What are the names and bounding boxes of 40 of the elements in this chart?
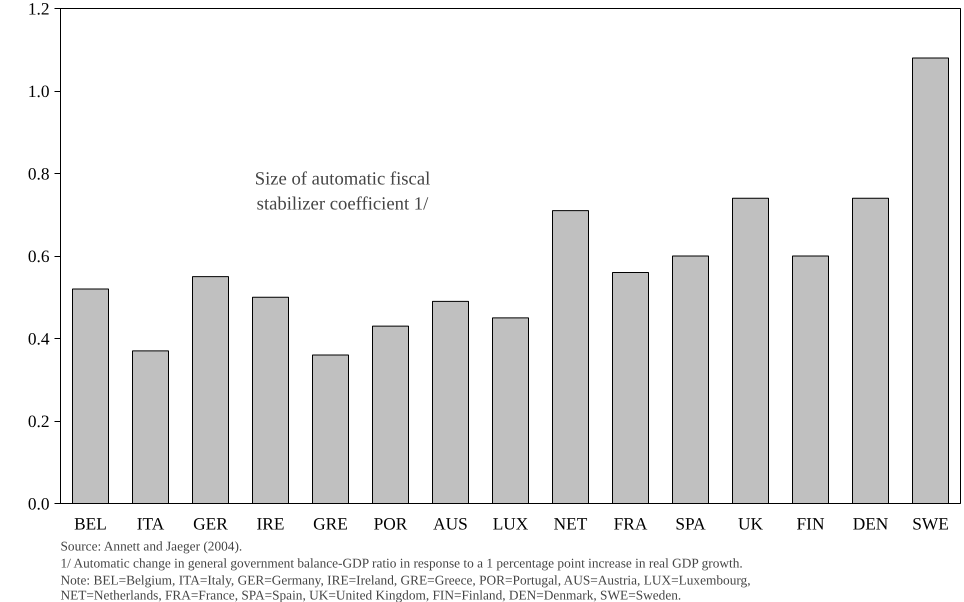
y-tick-label: 0.6 — [28, 247, 50, 266]
text: Size of automatic fiscal stabilizer coefficient 1/ — [254, 168, 430, 215]
x-tick-label: BEL — [74, 514, 107, 534]
x-tick-label: SPA — [675, 514, 706, 534]
bar — [432, 300, 469, 504]
x-tick-label: POR — [374, 514, 408, 534]
x-tick-label: NET — [554, 514, 588, 534]
text: 1/ Automatic change in general government balance-GDP ratio in response to a 1 percentage point increase in real GDP growth. — [60, 556, 743, 570]
bar — [132, 350, 169, 504]
bar — [732, 198, 769, 504]
y-tick-label: 0.2 — [28, 412, 50, 431]
x-tick-label: GRE — [313, 514, 348, 534]
bar — [552, 210, 589, 504]
x-tick-label: UK — [738, 514, 764, 534]
y-tick-label: 0.0 — [28, 494, 50, 514]
bar — [492, 317, 529, 504]
bar — [852, 198, 889, 504]
x-tick-label: LUX — [492, 514, 529, 534]
x-tick-label: DEN — [852, 514, 889, 534]
x-tick-label: AUS — [433, 514, 468, 534]
y-tick-label: 1.0 — [28, 82, 50, 101]
x-tick-label: ITA — [136, 514, 165, 534]
bar — [312, 354, 349, 504]
x-tick-label: FIN — [796, 514, 825, 534]
bar — [252, 296, 289, 504]
y-tick-label: 0.8 — [28, 164, 50, 184]
x-tick-label: IRE — [256, 514, 284, 534]
y-tick-label: 0.4 — [28, 330, 50, 348]
bar — [372, 326, 409, 504]
x-tick-label: SWE — [912, 514, 949, 534]
bar — [912, 58, 949, 504]
bar — [192, 276, 229, 504]
y-tick-label: 1.2 — [28, 0, 50, 18]
source-note: Source: Annett and Jaeger (2004). — [60, 538, 242, 554]
bar — [792, 256, 829, 504]
bar — [72, 288, 109, 504]
x-tick-label: GER — [193, 514, 228, 534]
x-tick-label: FRA — [614, 514, 648, 534]
bar — [672, 256, 709, 504]
bar — [612, 272, 649, 504]
